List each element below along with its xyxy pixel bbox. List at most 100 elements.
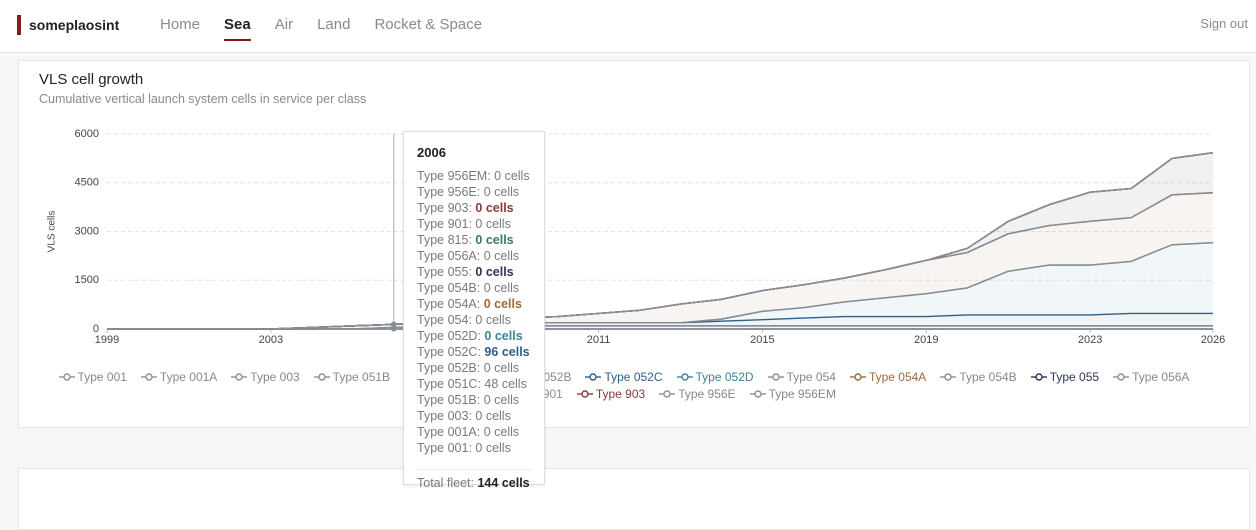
brand[interactable]: someplaosint [17, 15, 119, 35]
area [107, 152, 1213, 329]
legend-item[interactable]: Type 051B [313, 370, 391, 384]
legend-item[interactable]: Type 056A [1113, 370, 1189, 384]
legend-item[interactable]: Type 052C [585, 370, 663, 384]
legend-item[interactable]: Type 055 [1030, 370, 1099, 384]
series-name: Type 052B [417, 361, 484, 375]
series-name: Type 055 [417, 265, 475, 279]
legend-item[interactable]: Type 001 [58, 370, 127, 384]
y-tick-label: 4500 [75, 177, 99, 189]
legend-item[interactable]: Type 054 [767, 370, 836, 384]
series-value: 0 [475, 441, 483, 455]
swatch-dot [581, 390, 589, 398]
series-unit: cells [485, 441, 511, 455]
nav-link[interactable]: Air [274, 16, 294, 33]
series-line [107, 152, 1214, 330]
header: someplaosint Home Sea Air Land Rocket & Spac… [0, 0, 1256, 53]
nav-link[interactable]: Rocket & Space [374, 16, 482, 33]
series-unit: cells [485, 409, 511, 423]
legend-swatch [313, 373, 330, 381]
series-value: 0 [475, 409, 483, 423]
tooltip-row: Type 052D0 cells [417, 328, 530, 344]
series-unit: cells [494, 425, 520, 439]
x-tick-label: 1999 [95, 334, 119, 346]
legend-item[interactable]: Type 054A [849, 370, 927, 384]
legend-swatch [749, 390, 766, 398]
series-value: 0 [483, 425, 491, 439]
tooltip-total: Total fleet: 144 cells [417, 469, 532, 490]
series-unit: cells [504, 169, 530, 183]
series-name: Type 003 [417, 409, 475, 423]
series-unit: cells [485, 201, 514, 215]
tooltip-row: Type 056A0 cells [417, 248, 530, 264]
series-name: Type 001 [417, 441, 475, 455]
legend-item[interactable]: Type 052D [676, 370, 754, 384]
nav-link[interactable]: Home [160, 16, 201, 33]
swatch-dot [145, 373, 153, 381]
nav-link[interactable]: Sea [224, 15, 251, 41]
legend-swatch [576, 390, 593, 398]
tooltip-row: Type 054B0 cells [417, 280, 530, 296]
series-value: 48 [484, 377, 499, 391]
legend-swatch [676, 373, 693, 381]
series-name: Type 051B [417, 393, 484, 407]
series-value: 0 [483, 297, 491, 311]
legend-label: Type 001 [77, 370, 127, 384]
tooltip-row: Type 052C96 cells [417, 344, 530, 360]
y-axis-label: VLS cells [47, 211, 58, 253]
series-value: 0 [483, 393, 491, 407]
sign-out[interactable]: Sign out [1200, 16, 1248, 31]
legend-swatch [1030, 373, 1047, 381]
series-unit: cells [494, 185, 520, 199]
series-unit: cells [494, 329, 523, 343]
series-value: 96 [484, 345, 499, 359]
chart-subtitle: Cumulative vertical launch system cells … [39, 92, 367, 106]
swatch-dot [1117, 373, 1125, 381]
x-tick-label: 2003 [259, 334, 283, 346]
series-name: Type 956EM [417, 169, 494, 183]
total-value: 144 [477, 476, 499, 490]
tooltip-row: Type 0540 cells [417, 312, 530, 328]
tooltip-title: 2006 [417, 145, 446, 160]
swatch-dot [854, 373, 862, 381]
series-line [107, 325, 1213, 330]
hover-point [391, 321, 397, 327]
legend-swatch [140, 373, 157, 381]
x-tick-label: 2019 [914, 334, 938, 346]
series-name: Type 054A [417, 297, 484, 311]
nav-link[interactable]: Land [317, 16, 351, 33]
legend-label: Type 956EM [768, 387, 836, 401]
legend-item[interactable]: Type 956EM [749, 387, 836, 401]
legend-label: Type 054B [959, 370, 1017, 384]
series-unit: cells [501, 377, 527, 391]
legend-item[interactable]: Type 903 [576, 387, 645, 401]
legend-swatch [58, 373, 75, 381]
legend-item[interactable]: Type 054B [940, 370, 1017, 384]
swatch-dot [62, 373, 71, 381]
legend-swatch [585, 373, 602, 381]
series-value: 0 [483, 281, 491, 295]
series-name: Type 052C [417, 345, 484, 359]
legend-label: Type 054A [868, 370, 927, 384]
y-tick-label: 3000 [75, 225, 99, 237]
tooltip-row: Type 9030 cells [417, 200, 530, 216]
series-value: 0 [475, 265, 483, 279]
series-unit: cells [485, 217, 511, 231]
legend-swatch [231, 373, 248, 381]
swatch-dot [589, 373, 598, 381]
legend-label: Type 003 [250, 370, 300, 384]
legend-item[interactable]: Type 001A [140, 370, 217, 384]
swatch-dot [753, 390, 762, 398]
y-tick-label: 6000 [75, 128, 99, 140]
series-name: Type 056A [417, 249, 484, 263]
legend-label: Type 052C [604, 370, 663, 384]
legend-item[interactable]: Type 003 [231, 370, 300, 384]
legend-label: Type 051B [332, 370, 391, 384]
series-name: Type 051C [417, 377, 484, 391]
swatch-dot [317, 373, 326, 381]
swatch-dot [944, 373, 953, 381]
x-tick-label: 2011 [587, 334, 611, 346]
legend-item[interactable]: Type 956E [659, 387, 736, 401]
